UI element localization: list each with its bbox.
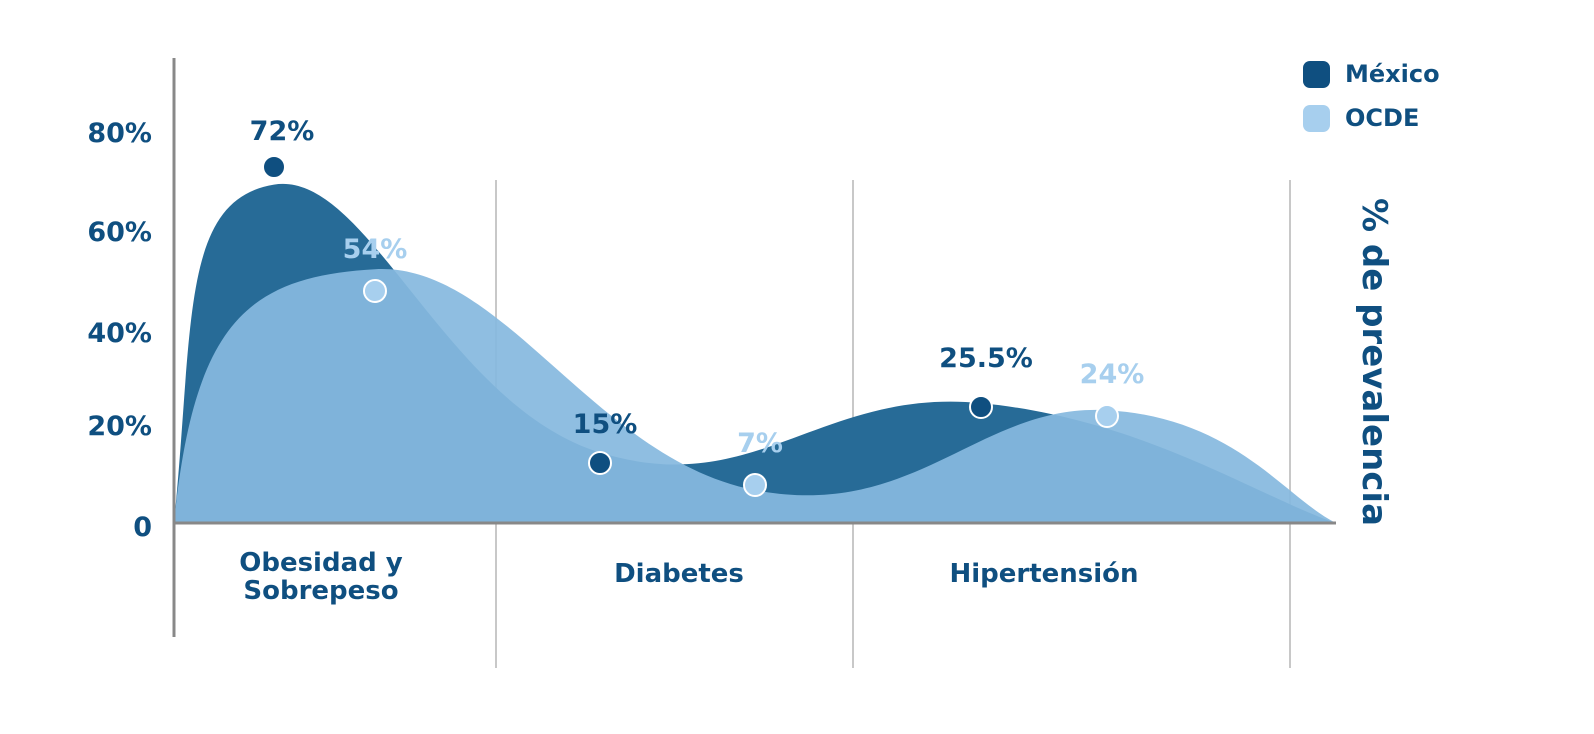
data-labels: 72% 15% 25.5% 54% 7% 24%: [250, 116, 1145, 459]
area-ocde: [174, 269, 1336, 523]
x-category-label: Sobrepeso: [243, 576, 398, 606]
data-point-mexico: [969, 395, 993, 419]
legend-label-mexico: México: [1345, 60, 1440, 88]
data-label-ocde: 54%: [343, 234, 408, 265]
y-axis-title: % de prevalencia: [1354, 198, 1394, 526]
data-point-ocde: [363, 279, 387, 303]
x-category-label: Obesidad y: [239, 548, 403, 578]
y-tick-label: 0: [133, 512, 152, 543]
y-tick-label: 80%: [87, 118, 152, 149]
legend-label-ocde: OCDE: [1345, 104, 1420, 132]
legend-item-ocde: OCDE: [1303, 96, 1440, 140]
data-label-mexico: 72%: [250, 116, 315, 147]
y-tick-label: 20%: [87, 411, 152, 442]
data-label-mexico: 25.5%: [939, 343, 1033, 374]
x-category-label: Hipertensión: [949, 559, 1138, 589]
y-tick-label: 60%: [87, 217, 152, 248]
legend-item-mexico: México: [1303, 52, 1440, 96]
data-point-ocde: [743, 473, 767, 497]
data-label-mexico: 15%: [573, 409, 638, 440]
y-tick-label: 40%: [87, 318, 152, 349]
legend-swatch-mexico: [1303, 60, 1330, 88]
legend-swatch-ocde: [1303, 104, 1330, 132]
data-point-mexico: [588, 451, 612, 475]
x-category-label: Diabetes: [614, 559, 744, 589]
data-points: [262, 155, 1119, 497]
legend: México OCDE: [1303, 52, 1440, 140]
data-label-ocde: 7%: [737, 428, 783, 459]
data-label-ocde: 24%: [1080, 359, 1145, 390]
y-tick-labels: 0 20% 40% 60% 80%: [87, 118, 152, 543]
data-point-mexico: [262, 155, 286, 179]
data-point-ocde: [1095, 404, 1119, 428]
